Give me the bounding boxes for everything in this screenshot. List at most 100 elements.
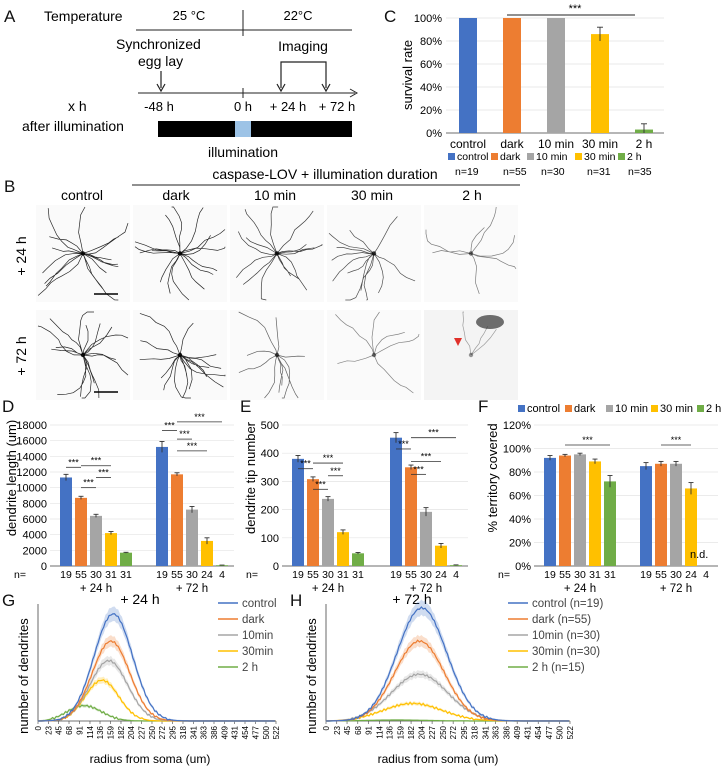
imaging-label: Imaging (278, 38, 328, 54)
f-legend-swatch (565, 405, 572, 412)
n-label: 55 (171, 569, 183, 581)
c-n-label: n=55 (503, 166, 527, 178)
tick-minus48: -48 h (144, 99, 174, 114)
panel-d: 0 2000 4000 6000 8000 10000 12000 14000 16000 180… (14, 412, 234, 595)
c-legend-swatch (618, 153, 625, 160)
xtick-label: 250 (439, 725, 448, 739)
b-row-72h: + 72 h (13, 336, 29, 375)
xtick-label: 272 (449, 725, 458, 739)
illumination-window (235, 121, 251, 137)
c-bar (591, 34, 609, 133)
sem-band (38, 676, 276, 721)
significance-mark: *** (582, 435, 593, 445)
c-bar (503, 18, 521, 133)
ytick-label: 40% (509, 514, 531, 526)
legend-label: 10min (242, 630, 273, 642)
ytick-label: 4000 (23, 530, 47, 542)
soma (371, 251, 377, 256)
significance-mark: *** (330, 466, 341, 476)
n-label: 19 (390, 569, 402, 581)
ytick-label: 0 (273, 561, 279, 573)
legend-label: dark (242, 614, 265, 626)
synchronized-label: Synchronized (116, 36, 201, 52)
xtick-label: 68 (354, 725, 363, 734)
n-label: 55 (307, 569, 319, 581)
significance-mark: *** (421, 452, 432, 462)
n-label: 19 (544, 569, 556, 581)
dendrite-arbor (37, 206, 129, 301)
panel-letter-d: D (2, 397, 14, 416)
b-title: caspase-LOV + illumination duration (212, 166, 437, 182)
c-ylabel: survival rate (400, 40, 415, 110)
panel-letter-c: C (384, 7, 396, 26)
group-label: + 72 h (176, 583, 208, 595)
temperature-22: 22°C (283, 8, 312, 23)
ytick-label: 0% (515, 561, 531, 573)
xtick-label: 23 (333, 725, 342, 734)
ytick-label: 100% (503, 444, 531, 456)
d-ylabel: dendrite length (um) (4, 420, 19, 536)
panel-letter-a: A (4, 7, 16, 26)
ytick-label: 2000 (23, 545, 47, 557)
legend-label: 30min (242, 646, 273, 658)
bar (337, 532, 349, 566)
bar (420, 511, 432, 566)
bar (390, 437, 402, 566)
xtick-label: 409 (220, 725, 229, 739)
bar (574, 454, 586, 566)
n-prefix: n= (498, 569, 510, 581)
bar (655, 463, 667, 566)
xtick-label: 45 (343, 725, 352, 734)
ytick-label: 300 (261, 476, 279, 488)
xtick-label: 68 (65, 725, 74, 734)
dendrite-arbor (425, 206, 517, 295)
ytick-label: 18000 (16, 420, 47, 432)
xtick-label: 386 (502, 725, 511, 739)
n-label: 4 (703, 569, 709, 581)
ytick-label: 20% (509, 538, 531, 550)
group-label: + 72 h (660, 583, 692, 595)
bar (322, 498, 334, 566)
significance-mark: *** (179, 429, 190, 439)
ytick-label: 10000 (16, 483, 47, 495)
significance-mark: *** (98, 467, 109, 477)
dendrite-arbor (238, 311, 305, 399)
tick-plus72: + 72 h (319, 99, 356, 114)
n-label: 30 (322, 569, 334, 581)
c-xtick-label: 10 min (538, 137, 574, 151)
c-legend-swatch (448, 153, 455, 160)
n-label: 55 (655, 569, 667, 581)
xtick-label: 23 (44, 725, 53, 734)
c-legend-label: control (457, 151, 489, 163)
bar (292, 458, 304, 566)
g-title: + 24 h (120, 591, 159, 607)
group-label: + 24 h (80, 583, 112, 595)
ytick-label: 6000 (23, 514, 47, 526)
c-xtick-label: dark (500, 137, 524, 151)
bar (589, 461, 601, 566)
bar (544, 457, 556, 566)
panel-a: A Temperature 25 °C 22°C Synchronized eg… (4, 7, 359, 160)
n-label: 24 (685, 569, 697, 581)
f-legend-swatch (606, 405, 613, 412)
bar (307, 479, 319, 566)
bar (604, 481, 616, 566)
temperature-label: Temperature (44, 8, 123, 24)
c-ytick-label: 40% (420, 82, 442, 94)
bar (352, 553, 364, 566)
soma (371, 352, 377, 358)
bar (90, 515, 102, 566)
dendrite-arbor (462, 311, 497, 356)
panel-letter-g: G (2, 591, 15, 610)
xtick-label: 386 (210, 725, 219, 739)
significance-mark: *** (413, 464, 424, 474)
soma (80, 251, 86, 256)
dendrite-arbor (335, 311, 420, 394)
b-col-2h: 2 h (462, 187, 481, 203)
egg-lay-label: egg lay (138, 53, 183, 69)
soma (177, 352, 183, 358)
bar (120, 552, 132, 566)
n-label: 30 (186, 569, 198, 581)
